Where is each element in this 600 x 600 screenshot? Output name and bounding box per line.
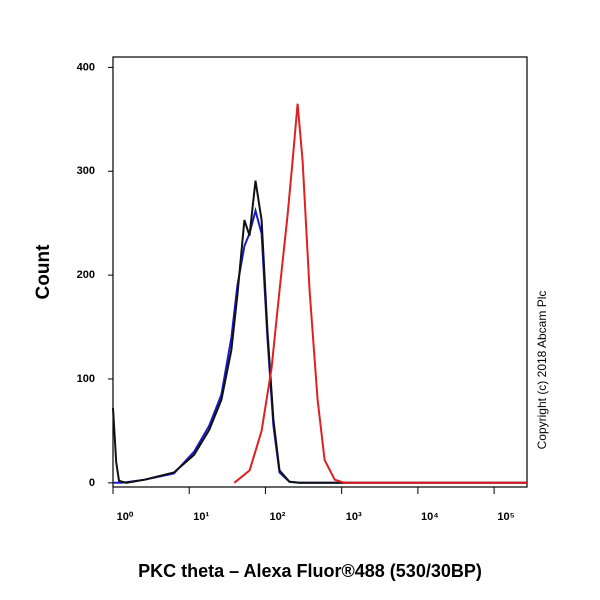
copyright: Copyright (c) 2018 Abcam Plc [535, 291, 549, 450]
y-tick-label: 200 [77, 269, 95, 281]
x-tick-label: 10¹ [193, 511, 209, 523]
y-tick-label: 100 [77, 373, 95, 385]
x-tick-label: 10⁵ [497, 511, 514, 523]
histogram-line [112, 180, 527, 484]
histogram-line [233, 103, 527, 484]
x-tick-label: 10² [269, 511, 285, 523]
x-tick-label: 10⁴ [421, 511, 439, 523]
x-tick-label: 10³ [346, 511, 362, 523]
y-tick-label: 0 [89, 477, 95, 489]
plot-frame [112, 56, 528, 488]
x-tick-label: 10⁰ [117, 511, 134, 523]
y-tick-label: 300 [77, 165, 95, 177]
y-tick-label: 400 [77, 61, 95, 73]
histogram-line [113, 206, 527, 484]
y-axis-label: Count [33, 244, 54, 300]
x-axis-label: PKC theta – Alexa Fluor®488 (530/30BP) [138, 561, 482, 581]
